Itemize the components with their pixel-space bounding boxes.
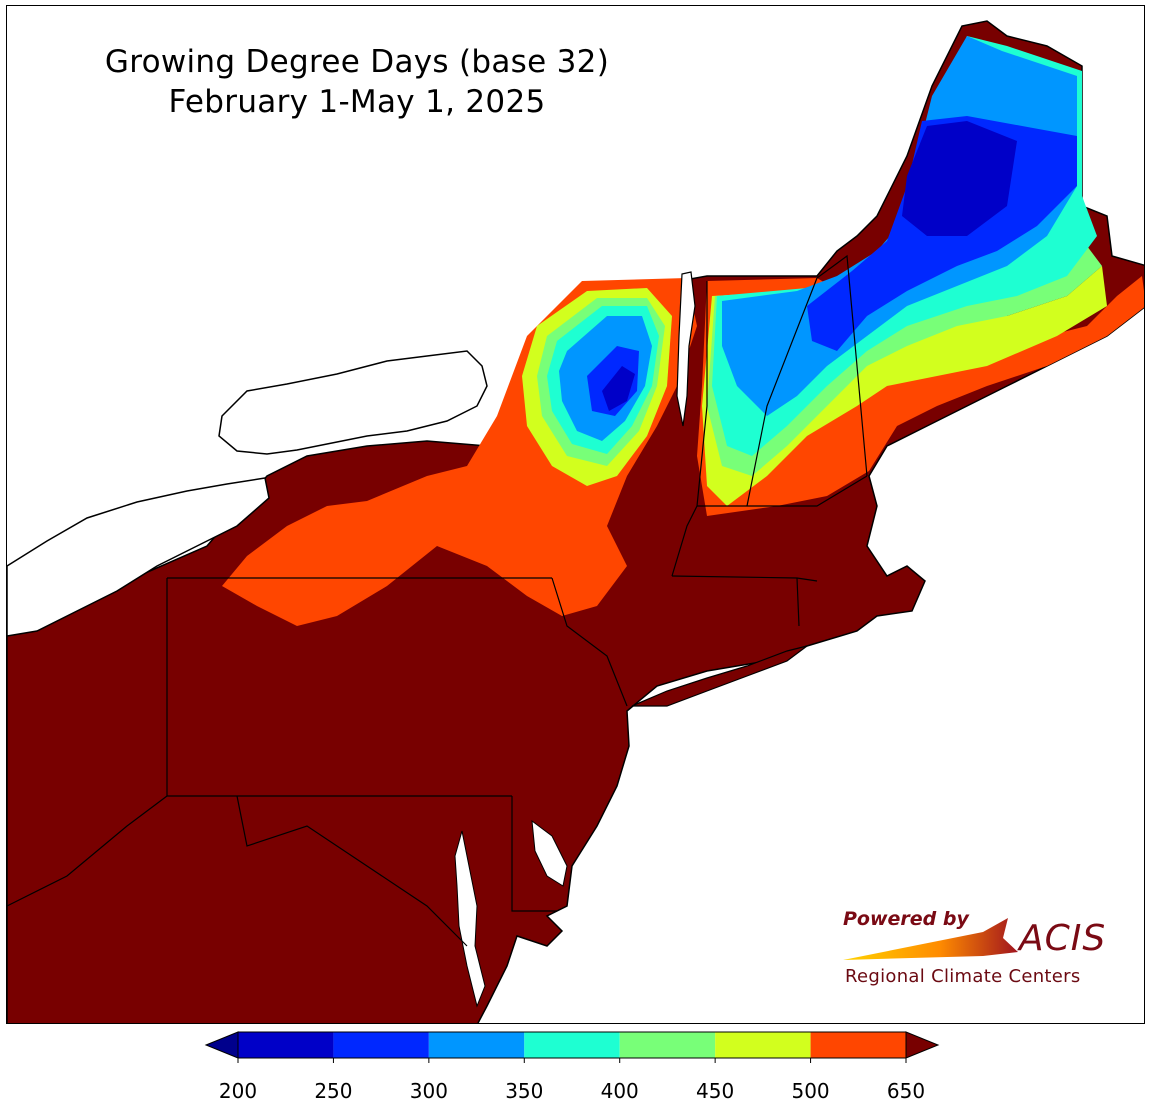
map-title: Growing Degree Days (base 32) [104, 44, 610, 80]
lake-champlain [676, 271, 696, 427]
zone-200-250 [602, 366, 635, 411]
colorbar-tick-label: 500 [791, 1079, 829, 1103]
colorbar-ticks: 200 250 300 350 400 450 500 650 [219, 1058, 925, 1103]
colorbar-outline [237, 1031, 907, 1059]
map-frame: Growing Degree Days (base 32) February 1… [6, 5, 1145, 1024]
long-island [631, 645, 808, 707]
gdd-map [7, 20, 1144, 1023]
colorbar-bins [238, 1032, 906, 1058]
colorbar-bin [715, 1032, 811, 1058]
colorbar-under-triangle [204, 1031, 239, 1059]
chesapeake-bay [454, 830, 486, 1008]
delaware-bay [531, 819, 568, 887]
logo-subtitle: Regional Climate Centers [845, 966, 1081, 987]
colorbar-tick-label: 300 [410, 1079, 448, 1103]
colorbar-bin [333, 1032, 429, 1058]
colorbar-bin [238, 1032, 334, 1058]
colorbar-bin [428, 1032, 525, 1058]
colorbar-tick-label: 400 [601, 1079, 639, 1103]
colorbar-over-triangle [905, 1031, 940, 1059]
colorbar-bin [619, 1032, 716, 1058]
logo-powered-by: Powered by [843, 908, 969, 930]
lake-erie [7, 477, 270, 637]
colorbar-tick-label: 250 [314, 1079, 352, 1103]
colorbar: 200 250 300 350 400 450 500 650 [204, 1031, 940, 1103]
map-subtitle: February 1-May 1, 2025 [168, 84, 546, 120]
colorbar-bin [810, 1032, 906, 1058]
colorbar-tick-label: 350 [505, 1079, 543, 1103]
colorbar-tick-label: 650 [887, 1079, 925, 1103]
lake-ontario [218, 350, 488, 455]
colorbar-tick-label: 200 [219, 1079, 257, 1103]
colorbar-tick-label: 450 [696, 1079, 734, 1103]
state-boundaries [7, 254, 868, 947]
colorbar-bin [524, 1032, 620, 1058]
zone-200-250 [902, 121, 1017, 236]
acis-logo: Powered by ACIS Regional Climate Centers [833, 904, 1123, 994]
logo-brand: ACIS [1019, 918, 1107, 959]
logo-swoosh-icon [843, 918, 1018, 960]
